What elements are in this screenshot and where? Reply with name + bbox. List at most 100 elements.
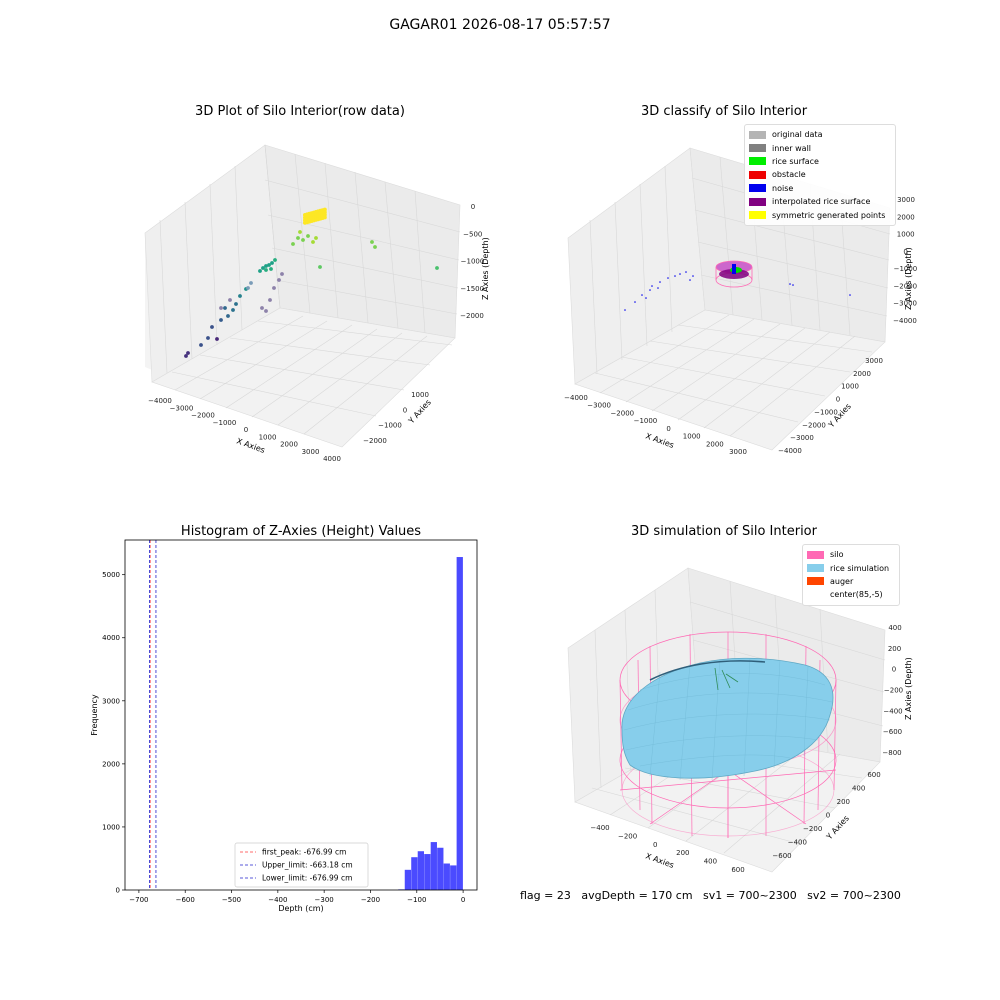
classify-legend-swatch	[749, 211, 766, 220]
raw-data-point	[206, 336, 210, 340]
classify-xlabel: X Axies	[644, 431, 675, 450]
histogram-frame	[124, 539, 478, 891]
histogram-bar	[437, 847, 444, 890]
classify-legend-swatch	[749, 197, 766, 206]
raw-data-point	[228, 298, 232, 302]
raw-x-tick: 0	[244, 426, 248, 434]
classify-noise-point	[679, 273, 681, 275]
raw-data-point	[298, 230, 302, 234]
classify-noise-point	[641, 294, 643, 296]
simulation-legend-item: auger	[807, 575, 895, 588]
classify-y-tick: 1000	[841, 383, 859, 391]
simulation-z-tick: −800	[882, 749, 901, 757]
simulation-x-tick: 0	[653, 841, 657, 849]
histogram-legend-box	[234, 842, 369, 888]
simulation-y-tick: 600	[867, 771, 880, 779]
raw-data-point	[260, 306, 264, 310]
classify-panel-title: 3D classify of Silo Interior	[640, 104, 808, 119]
raw-data-point	[264, 268, 268, 272]
classify-noise-point	[624, 309, 626, 311]
classify-noise-point	[645, 297, 647, 299]
classify-legend-swatch	[749, 170, 766, 179]
simulation-legend-label: silo	[830, 550, 844, 560]
raw-x-tick: 4000	[323, 455, 341, 463]
classify-legend-label: rice surface	[772, 156, 819, 166]
simulation-y-tick: 200	[837, 798, 850, 806]
classify-noise-point	[789, 283, 791, 285]
histogram-legend-label: Upper_limit: -663.18 cm	[262, 861, 353, 870]
x-tick-label: 0	[461, 896, 465, 904]
histogram-bar	[450, 865, 457, 890]
simulation-y-tick: 0	[826, 812, 830, 820]
simulation-xlabel: X Axies	[644, 851, 675, 870]
simulation-legend-item: center(85,-5)	[807, 588, 895, 601]
simulation-legend-swatch	[807, 577, 824, 586]
raw-zlabel: Z Axies (Depth)	[481, 237, 490, 300]
raw-data-point	[370, 240, 374, 244]
classify-z-tick: −1000	[894, 265, 918, 273]
raw-data-point	[261, 266, 265, 270]
simulation-zlabel: Z Axies (Depth)	[904, 657, 913, 720]
simulation-legend-label: auger	[830, 576, 854, 586]
raw-y-tick: 0	[403, 406, 407, 414]
simulation-y-tick: −200	[803, 825, 822, 833]
classify-legend-swatch	[749, 184, 766, 193]
classify-noise-point	[657, 287, 659, 289]
simulation-x-tick: 600	[731, 866, 744, 874]
raw-data-point	[231, 308, 235, 312]
raw-z-tick: −500	[463, 230, 482, 238]
raw-data-point	[210, 325, 214, 329]
raw-y-tick: −2000	[363, 437, 387, 445]
status-line: flag = 23 avgDepth = 170 cm sv1 = 700~23…	[520, 889, 901, 902]
histogram-bar	[424, 854, 431, 890]
raw-panel-title: 3D Plot of Silo Interior(row data)	[195, 104, 405, 119]
classify-noise-point	[651, 285, 653, 287]
classify-legend-label: inner wall	[772, 143, 812, 153]
classify-legend-swatch	[749, 144, 766, 153]
histogram-bar	[430, 842, 437, 890]
y-tick-label: 1000	[102, 823, 120, 831]
raw-data-point	[258, 269, 262, 273]
simulation-legend-label: center(85,-5)	[830, 590, 883, 600]
classify-x-tick: 2000	[706, 440, 724, 448]
simulation-legend-swatch	[807, 591, 824, 599]
simulation-legend-swatch	[807, 564, 824, 573]
classify-legend-label: original data	[772, 130, 823, 140]
classify-y-tick: 0	[836, 396, 840, 404]
x-tick-label: −500	[222, 896, 241, 904]
classify-legend-item: noise	[749, 182, 891, 195]
simulation-x-tick: 400	[704, 858, 717, 866]
simulation-z-tick: −400	[883, 707, 902, 715]
raw-x-tick: 2000	[280, 441, 298, 449]
histogram-bar	[456, 557, 463, 890]
simulation-x-tick: −400	[590, 824, 609, 832]
classify-legend-label: symmetric generated points	[772, 210, 886, 220]
classify-legend-label: obstacle	[772, 170, 806, 180]
simulation-x-tick: 200	[676, 849, 689, 857]
simulation-legend-item: rice simulation	[807, 561, 895, 574]
y-tick-label: 4000	[102, 634, 120, 642]
simulation-x-tick: −200	[618, 832, 637, 840]
raw-data-point	[268, 298, 272, 302]
classify-x-tick: 1000	[683, 433, 701, 441]
raw-data-point	[219, 318, 223, 322]
classify-x-tick: 0	[666, 425, 670, 433]
classify-legend-label: interpolated rice surface	[772, 197, 871, 207]
classify-y-tick: −3000	[790, 434, 814, 442]
histogram-bar	[404, 869, 412, 890]
raw-data-point	[272, 286, 276, 290]
classify-legend: original data inner wall rice surface obsta…	[744, 124, 896, 226]
raw-data-point	[296, 236, 300, 240]
classify-z-tick: 3000	[897, 196, 915, 204]
raw-data-point	[311, 240, 315, 244]
y-tick-label: 2000	[102, 760, 120, 768]
x-tick-label: −300	[315, 896, 334, 904]
raw-z-tick: −1000	[461, 258, 485, 266]
classify-legend-swatch	[749, 130, 766, 139]
histogram-title: Histogram of Z-Axies (Height) Values	[180, 524, 422, 539]
simulation-z-tick: −200	[884, 687, 903, 695]
raw-z-tick: 0	[471, 203, 475, 211]
raw-data-point	[306, 234, 310, 238]
classify-x-tick: −1000	[634, 417, 658, 425]
x-tick-label: −600	[176, 896, 195, 904]
